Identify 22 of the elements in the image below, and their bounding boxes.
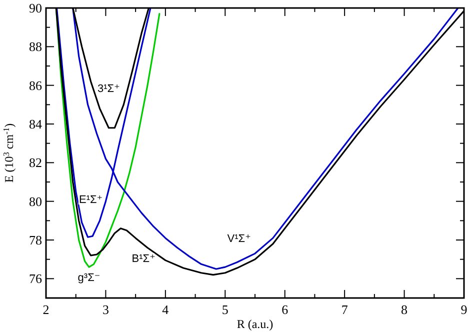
x-tick-label: 6 (282, 302, 289, 317)
y-tick-label: 82 (29, 155, 42, 170)
series-label: 3¹Σ⁺ (98, 82, 120, 95)
y-tick-label: 88 (29, 39, 42, 54)
x-tick-label: 8 (401, 302, 408, 317)
series-label: g³Σ⁻ (78, 272, 100, 284)
series-label: V¹Σ⁺ (227, 233, 252, 246)
x-tick-label: 5 (222, 302, 228, 317)
x-tick-label: 7 (341, 302, 348, 317)
series-label: B¹Σ⁺ (132, 253, 156, 266)
y-tick-label: 90 (29, 0, 42, 16)
x-tick-label: 2 (42, 302, 50, 317)
x-tick-label: 3 (102, 302, 109, 317)
y-tick-label: 76 (29, 271, 42, 286)
x-tick-label: 4 (162, 302, 170, 317)
x-axis-title: R (a.u.) (236, 317, 274, 331)
x-tick-label: 9 (460, 302, 468, 317)
y-tick-label: 80 (29, 194, 42, 209)
series-label: E¹Σ⁺ (78, 194, 103, 206)
y-tick-label: 78 (29, 232, 42, 248)
y-tick-label: 84 (29, 116, 42, 132)
y-tick-label: 86 (29, 78, 42, 93)
